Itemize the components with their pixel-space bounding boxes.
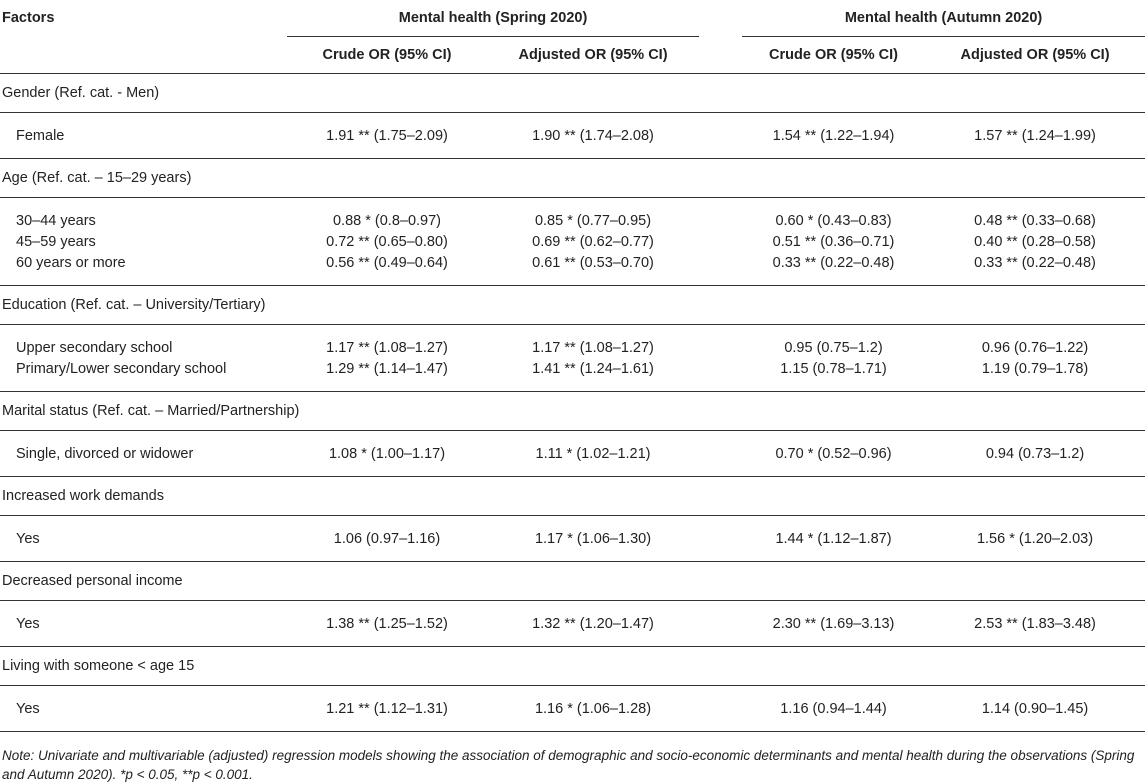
spring-adjusted-cell: 0.69 ** (0.62–0.77) — [532, 233, 654, 250]
spring-adjusted-cell: 1.16 * (1.06–1.28) — [534, 700, 652, 717]
spring-adjusted-cell: 0.61 ** (0.53–0.70) — [532, 254, 654, 271]
section-title: Marital status (Ref. cat. – Married/Part… — [0, 391, 1145, 431]
row-label: Single, divorced or widower — [16, 445, 194, 462]
section-header-row: Marital status (Ref. cat. – Married/Part… — [0, 391, 1145, 431]
row-label: Yes — [16, 530, 40, 547]
table-row: Upper secondary school 1.17 ** (1.08–1.27… — [0, 337, 1145, 358]
spring-adjusted-cell: 0.85 * (0.77–0.95) — [534, 212, 652, 229]
autumn-crude-cell: 0.33 ** (0.22–0.48) — [772, 254, 895, 271]
section-title: Increased work demands — [0, 476, 1145, 516]
spring-adjusted-cell: 1.41 ** (1.24–1.61) — [532, 360, 654, 377]
table-row: 60 years or more 0.56 ** (0.49–0.64) 0.61 … — [0, 252, 1145, 273]
section-title: Gender (Ref. cat. - Men) — [0, 73, 1145, 113]
section-title: Living with someone < age 15 — [0, 646, 1145, 686]
table-row: Yes 1.38 ** (1.25–1.52) 1.32 ** (1.20–1.47… — [0, 613, 1145, 634]
spring-crude-cell: 1.17 ** (1.08–1.27) — [326, 339, 448, 356]
autumn-crude-cell: 1.44 * (1.12–1.87) — [775, 530, 892, 547]
autumn-adjusted-cell: 0.40 ** (0.28–0.58) — [974, 233, 1096, 250]
spring-group-header: Mental health (Spring 2020) — [287, 0, 700, 37]
spring-adjusted-cell: 1.32 ** (1.20–1.47) — [532, 615, 654, 632]
spring-crude-cell: 0.72 ** (0.65–0.80) — [326, 233, 448, 250]
autumn-adjusted-cell: 1.14 (0.90–1.45) — [981, 700, 1089, 717]
section-title: Decreased personal income — [0, 561, 1145, 601]
section-header-row: Living with someone < age 15 — [0, 646, 1145, 686]
spring-adjusted-cell: 1.17 ** (1.08–1.27) — [532, 339, 654, 356]
spring-crude-cell: 0.56 ** (0.49–0.64) — [326, 254, 448, 271]
section-header-row: Decreased personal income — [0, 561, 1145, 601]
autumn-adjusted-cell: 0.33 ** (0.22–0.48) — [974, 254, 1096, 271]
autumn-crude-cell: 0.51 ** (0.36–0.71) — [772, 233, 895, 250]
row-label: 45–59 years — [16, 233, 96, 250]
table-row: 30–44 years 0.88 * (0.8–0.97) 0.85 * (0.77… — [0, 210, 1145, 231]
row-label: Yes — [16, 700, 40, 717]
factors-header: Factors — [2, 10, 55, 27]
table-row: 45–59 years 0.72 ** (0.65–0.80) 0.69 ** (0… — [0, 231, 1145, 252]
autumn-adjusted-cell: 1.56 * (1.20–2.03) — [976, 530, 1094, 547]
autumn-adjusted-header: Adjusted OR (95% CI) — [925, 36, 1145, 74]
table-row: Primary/Lower secondary school 1.29 ** (1… — [0, 358, 1145, 379]
table-row: Yes 1.06 (0.97–1.16) 1.17 * (1.06–1.30) 1.4… — [0, 528, 1145, 549]
spring-adjusted-header: Adjusted OR (95% CI) — [487, 36, 700, 74]
section-title: Education (Ref. cat. – University/Tertia… — [0, 285, 1145, 325]
header-row-groups: Factors Mental health (Spring 2020) Ment… — [0, 0, 1145, 37]
spring-adjusted-cell: 1.11 * (1.02–1.21) — [535, 445, 651, 462]
spring-adjusted-cell: 1.17 * (1.06–1.30) — [534, 530, 652, 547]
autumn-group-header: Mental health (Autumn 2020) — [742, 0, 1145, 37]
spring-adjusted-cell: 1.90 ** (1.74–2.08) — [532, 127, 654, 144]
autumn-crude-cell: 1.15 (0.78–1.71) — [780, 360, 887, 377]
autumn-adjusted-cell: 0.94 (0.73–1.2) — [985, 445, 1085, 462]
spring-crude-header: Crude OR (95% CI) — [287, 36, 487, 74]
table-row: Single, divorced or widower 1.08 * (1.00–… — [0, 443, 1145, 464]
row-label: Female — [16, 127, 65, 144]
table-note: Note: Univariate and multivariable (adju… — [2, 748, 1135, 782]
autumn-crude-cell: 0.70 * (0.52–0.96) — [775, 445, 892, 462]
autumn-adjusted-cell: 1.57 ** (1.24–1.99) — [974, 127, 1096, 144]
section-header-row: Education (Ref. cat. – University/Tertia… — [0, 285, 1145, 325]
spring-crude-cell: 1.38 ** (1.25–1.52) — [326, 615, 448, 632]
table-row: Female 1.91 ** (1.75–2.09) 1.90 ** (1.74–2… — [0, 125, 1145, 146]
spring-crude-cell: 1.21 ** (1.12–1.31) — [326, 700, 448, 717]
spring-crude-cell: 1.08 * (1.00–1.17) — [328, 445, 446, 462]
row-label: Primary/Lower secondary school — [16, 360, 227, 377]
spring-crude-cell: 1.06 (0.97–1.16) — [333, 530, 441, 547]
section-title: Age (Ref. cat. – 15–29 years) — [0, 158, 1145, 198]
odds-ratio-table: Factors Mental health (Spring 2020) Ment… — [0, 0, 1145, 732]
section-header-row: Gender (Ref. cat. - Men) — [0, 73, 1145, 113]
autumn-adjusted-cell: 0.48 ** (0.33–0.68) — [974, 212, 1096, 229]
autumn-adjusted-cell: 1.19 (0.79–1.78) — [981, 360, 1089, 377]
header-row-subcols: Crude OR (95% CI) Adjusted OR (95% CI) C… — [0, 36, 1145, 74]
autumn-crude-cell: 1.54 ** (1.22–1.94) — [772, 127, 895, 144]
autumn-crude-header: Crude OR (95% CI) — [742, 36, 926, 74]
table-body: Gender (Ref. cat. - Men) Female 1.91 ** (1… — [0, 73, 1145, 732]
autumn-crude-cell: 1.16 (0.94–1.44) — [780, 700, 887, 717]
row-label: Yes — [16, 615, 40, 632]
row-label: 30–44 years — [16, 212, 96, 229]
autumn-adjusted-cell: 2.53 ** (1.83–3.48) — [974, 615, 1096, 632]
section-header-row: Age (Ref. cat. – 15–29 years) — [0, 158, 1145, 198]
table-row: Yes 1.21 ** (1.12–1.31) 1.16 * (1.06–1.28)… — [0, 698, 1145, 719]
section-header-row: Increased work demands — [0, 476, 1145, 516]
autumn-adjusted-cell: 0.96 (0.76–1.22) — [981, 339, 1089, 356]
row-label: 60 years or more — [16, 254, 126, 271]
autumn-crude-cell: 2.30 ** (1.69–3.13) — [772, 615, 895, 632]
row-label: Upper secondary school — [16, 339, 173, 356]
spring-crude-cell: 1.29 ** (1.14–1.47) — [326, 360, 448, 377]
autumn-crude-cell: 0.60 * (0.43–0.83) — [775, 212, 892, 229]
spring-crude-cell: 1.91 ** (1.75–2.09) — [326, 127, 448, 144]
spring-crude-cell: 0.88 * (0.8–0.97) — [332, 212, 442, 229]
autumn-crude-cell: 0.95 (0.75–1.2) — [784, 339, 883, 356]
